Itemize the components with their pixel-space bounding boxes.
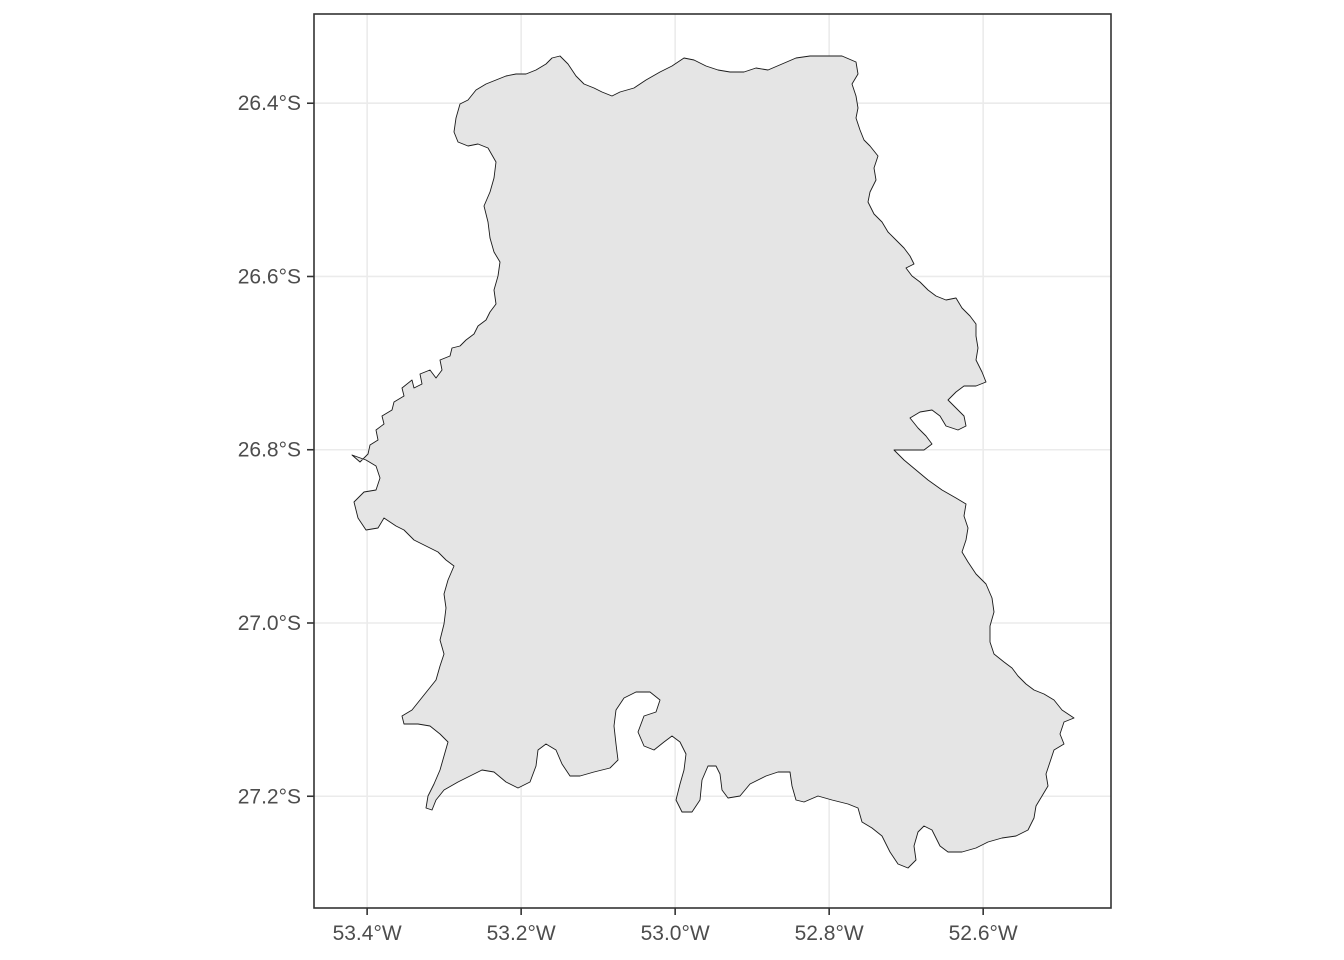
x-tick-label: 52.6°W <box>949 922 1018 945</box>
y-tick-label: 27.2°S <box>238 785 301 808</box>
x-tick-label: 52.8°W <box>795 922 864 945</box>
y-tick-label: 26.6°S <box>238 265 301 288</box>
x-tick-label: 53.0°W <box>641 922 710 945</box>
y-tick-label: 27.0°S <box>238 612 301 635</box>
y-axis-latitude: 26.4°S 26.6°S 26.8°S 27.0°S 27.2°S <box>238 92 314 808</box>
x-axis-longitude: 53.4°W 53.2°W 53.0°W 52.8°W 52.6°W <box>333 908 1018 945</box>
y-tick-label: 26.4°S <box>238 92 301 115</box>
y-tick-label: 26.8°S <box>238 439 301 462</box>
x-tick-label: 53.4°W <box>333 922 402 945</box>
map-panel <box>313 13 1112 909</box>
municipality-boundary <box>351 55 1075 869</box>
x-tick-label: 53.2°W <box>487 922 556 945</box>
panel-border <box>313 13 1112 909</box>
